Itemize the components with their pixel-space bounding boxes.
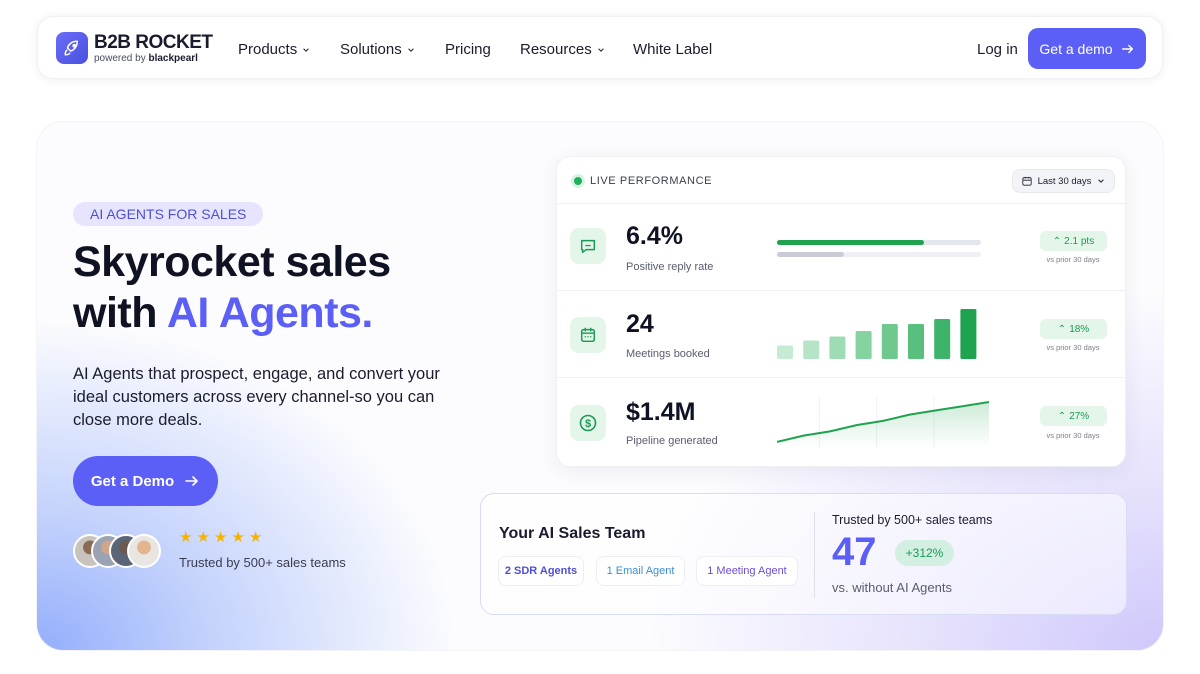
- reply-rate-prior-progress: [777, 252, 845, 257]
- ai-sales-team-card: Your AI Sales Team 2 SDR Agents 1 Email …: [480, 493, 1127, 615]
- nav-solutions[interactable]: Solutions: [340, 41, 415, 58]
- chip-sdr-agents[interactable]: 2 SDR Agents: [498, 556, 584, 586]
- meetings-bar: [829, 336, 846, 359]
- meetings-bar: [803, 340, 820, 359]
- meetings-bar: [855, 331, 872, 359]
- hero-description: AI Agents that prospect, engage, and con…: [73, 365, 440, 429]
- star-icon: ★: [213, 529, 228, 546]
- meetings-bar: [960, 309, 977, 359]
- comparison-text: vs prior 30 days: [1046, 431, 1100, 440]
- metric-row-pipeline: $ $1.4M Pipeline generated ⌃ 27% vs prio…: [557, 377, 1127, 464]
- star-icon: ★: [248, 529, 263, 546]
- metric-row-meetings: 24 Meetings booked ⌃ 18% vs prior 30 day…: [557, 290, 1127, 377]
- pipeline-line: [777, 401, 989, 443]
- chip-meeting-agent[interactable]: 1 Meeting Agent: [696, 556, 798, 586]
- rating-stars: ★ ★ ★ ★ ★: [179, 530, 262, 545]
- arrow-right-icon: [1121, 44, 1133, 53]
- hero-headline: Skyrocket sales with AI Agents.: [73, 238, 391, 337]
- team-title: Your AI Sales Team: [499, 525, 646, 542]
- avatar: [127, 534, 161, 568]
- live-performance-header: LIVE PERFORMANCE: [574, 175, 712, 187]
- calendar-icon: [1021, 176, 1032, 186]
- arrow-right-icon: [185, 476, 198, 486]
- team-trusted-text: Trusted by 500+ sales teams: [832, 513, 993, 527]
- pipeline-area: [777, 402, 989, 448]
- meetings-bar-chart: [777, 309, 977, 359]
- reply-rate-track: [777, 240, 981, 245]
- change-percent-badge: +312%: [895, 540, 954, 566]
- meetings-bar: [777, 345, 793, 359]
- meetings-bar: [934, 319, 951, 359]
- chip-email-agent[interactable]: 1 Email Agent: [596, 556, 685, 586]
- logo-subtitle: powered by blackpearl: [94, 53, 198, 64]
- chevron-down-icon: [407, 47, 414, 52]
- change-badge: ⌃ 27%: [1040, 406, 1107, 426]
- nav-resources[interactable]: Resources: [520, 41, 605, 58]
- metric-row-reply-rate: 6.4% Positive reply rate ⌃ 2.1 pts vs pr…: [557, 203, 1127, 290]
- divider: [814, 512, 815, 598]
- nav-pricing[interactable]: Pricing: [445, 41, 491, 58]
- chevron-down-icon: [597, 47, 604, 52]
- chevron-down-icon: [303, 47, 309, 52]
- hero-pill-badge: AI AGENTS FOR SALES: [73, 202, 264, 226]
- metric-value: $1.4M: [626, 398, 696, 426]
- meetings-bar: [881, 324, 898, 359]
- chevron-down-icon: [1098, 179, 1105, 183]
- calendar-icon: [570, 317, 606, 353]
- pipeline-trend-chart: [777, 396, 989, 448]
- dollar-icon: $: [570, 405, 606, 441]
- svg-text:$: $: [585, 418, 591, 430]
- trusted-text: Trusted by 500+ sales teams: [179, 555, 346, 570]
- chat-icon: [570, 228, 606, 264]
- top-navbar: B2B ROCKET powered by blackpearl Product…: [37, 16, 1163, 79]
- customer-avatars: [73, 534, 163, 570]
- live-dot-icon: [574, 177, 582, 185]
- meetings-bar: [908, 324, 924, 359]
- comparison-text: vs prior 30 days: [1046, 343, 1100, 352]
- live-performance-panel: LIVE PERFORMANCE Last 30 days 6.4% Posit…: [556, 156, 1127, 467]
- big-stat-number: 47: [832, 530, 877, 574]
- metric-label: Meetings booked: [626, 348, 710, 360]
- star-icon: ★: [196, 529, 210, 546]
- change-badge: ⌃ 2.1 pts: [1040, 231, 1107, 251]
- get-demo-hero-button[interactable]: Get a Demo: [73, 456, 218, 506]
- metric-value: 24: [626, 310, 654, 338]
- get-demo-nav-button[interactable]: Get a demo: [1028, 28, 1146, 69]
- star-icon: ★: [179, 529, 193, 546]
- date-range-select[interactable]: Last 30 days: [1012, 169, 1115, 193]
- reply-rate-progress: [777, 240, 924, 245]
- reply-rate-prior-track: [777, 252, 981, 257]
- comparison-text: vs prior 30 days: [1046, 255, 1100, 264]
- comparison-text: vs. without AI Agents: [832, 580, 952, 595]
- metric-label: Pipeline generated: [626, 435, 718, 447]
- nav-white-label[interactable]: White Label: [633, 41, 713, 58]
- logo-title[interactable]: B2B ROCKET: [94, 32, 213, 53]
- metric-label: Positive reply rate: [626, 261, 714, 273]
- star-icon: ★: [231, 529, 245, 546]
- login-link[interactable]: Log in: [977, 41, 1018, 58]
- nav-products[interactable]: Products: [238, 41, 310, 58]
- change-badge: ⌃ 18%: [1040, 319, 1107, 339]
- rocket-logo-icon[interactable]: [56, 32, 88, 64]
- metric-value: 6.4%: [626, 222, 683, 250]
- hero-section: AI AGENTS FOR SALES Skyrocket sales with…: [37, 122, 1163, 650]
